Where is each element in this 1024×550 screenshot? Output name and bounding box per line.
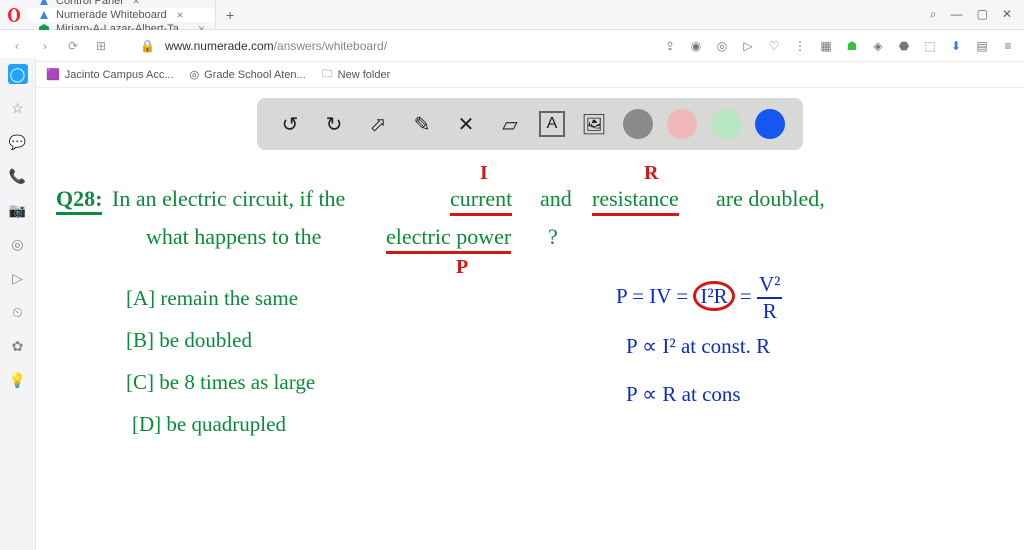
tool-pointer[interactable]: ⬀ (363, 109, 393, 139)
bookmark-icon: 🟪 (46, 68, 60, 81)
share-icon[interactable]: ⇪ (662, 39, 678, 53)
option-b: [B] be doubled (126, 328, 252, 353)
bookmark-label: New folder (338, 69, 391, 81)
cube-icon[interactable]: ⬚ (922, 39, 938, 53)
maximize-button[interactable]: ▢ (977, 7, 988, 22)
q-text-1a: In an electric circuit, if the (112, 186, 345, 212)
q-current: current (450, 186, 512, 216)
bookmark-icon: ◎ (190, 68, 200, 81)
tab-favicon (38, 0, 50, 7)
q-power: electric power (386, 224, 511, 254)
grid-icon[interactable]: ▦ (818, 39, 834, 53)
cast-icon[interactable]: ◈ (870, 39, 886, 53)
q-and: and (540, 186, 572, 212)
whiteboard-canvas[interactable]: Q28: In an electric circuit, if the curr… (36, 156, 1024, 550)
tab-0[interactable]: Control Panel × (28, 0, 216, 8)
nav-back-button[interactable]: ‹ (8, 39, 26, 53)
ann-r: R (644, 162, 658, 185)
sidebar-icon-1[interactable]: ☆ (8, 98, 28, 118)
question-number: Q28: (56, 186, 102, 215)
speed-dial-icon[interactable]: ⊞ (92, 39, 110, 53)
sidebar-icon-5[interactable]: ◎ (8, 234, 28, 254)
nav-forward-button[interactable]: › (36, 39, 54, 53)
option-a: [A] remain the same (126, 286, 298, 311)
left-sidebar: ◯ ☆ 💬 📞 📷 ◎ ▷ ⏲ ✿ 💡 (0, 58, 36, 550)
option-c: [C] be 8 times as large (126, 370, 315, 395)
q-text-2a: what happens to the (146, 224, 321, 250)
tab-title: Numerade Whiteboard (56, 9, 167, 21)
ann-i: I (480, 162, 488, 185)
sidebar-icon-3[interactable]: 📞 (8, 166, 28, 186)
tab-title: Control Panel (56, 0, 123, 7)
tool-redo[interactable]: ↻ (319, 109, 349, 139)
menu-icon[interactable]: ≡ (1000, 39, 1016, 53)
bookmark-label: Jacinto Campus Acc... (65, 69, 174, 81)
bookmark-1[interactable]: ◎ Grade School Aten... (190, 68, 306, 81)
tool-undo[interactable]: ↺ (275, 109, 305, 139)
reload-button[interactable]: ⟳ (64, 39, 82, 53)
tab-close-icon[interactable]: × (133, 0, 140, 8)
tab-close-icon[interactable]: × (177, 8, 184, 22)
sidebar-icon-8[interactable]: ✿ (8, 336, 28, 356)
lock-icon[interactable]: 🔒 (140, 39, 155, 53)
bookmark-0[interactable]: 🟪 Jacinto Campus Acc... (46, 68, 174, 81)
page-content: ↺ ↻ ⬀ ✎ ✕ ▱ A 🖼 Q28: In an electric circuit, if… (36, 88, 1024, 550)
shield-icon[interactable]: ◎ (714, 39, 730, 53)
tool-eraser[interactable]: ▱ (495, 109, 525, 139)
browser-menu-icon[interactable] (0, 7, 28, 23)
tab-1[interactable]: Numerade Whiteboard × (28, 8, 216, 22)
search-icon[interactable]: ⌕ (930, 7, 937, 22)
titlebar: Control Panel×Numerade Whiteboard×Miriam… (0, 0, 1024, 30)
sidebar-icon-2[interactable]: 💬 (8, 132, 28, 152)
bookmarks-bar: 🟪 Jacinto Campus Acc... ◎ Grade School Aten… (0, 62, 1024, 88)
color-swatch-1[interactable] (667, 109, 697, 139)
bookmark-icon: 🗀 (322, 65, 333, 84)
bookmark-2[interactable]: 🗀 New folder (322, 65, 391, 84)
download-icon[interactable]: ⬇ (948, 39, 964, 53)
settings-icon[interactable]: ▤ (974, 39, 990, 53)
wallet-icon[interactable]: ⬣ (896, 39, 912, 53)
tool-pen[interactable]: ✎ (407, 109, 437, 139)
equation-1: P = IV = I²R = V²R (616, 272, 782, 324)
vpn-icon[interactable]: ☗ (844, 39, 860, 53)
address-bar: ‹ › ⟳ ⊞ 🔒 www.numerade.com/answers/white… (0, 30, 1024, 62)
equation-3: P ∝ R at cons (626, 382, 741, 407)
sidebar-icon-7[interactable]: ⏲ (8, 302, 28, 322)
sidebar-icon-6[interactable]: ▷ (8, 268, 28, 288)
bookmark-label: Grade School Aten... (204, 69, 306, 81)
q-mark: ? (548, 224, 558, 250)
option-d: [D] be quadrupled (132, 412, 286, 437)
heart-icon[interactable]: ♡ (766, 39, 782, 53)
divider: ⋮ (792, 39, 808, 53)
q-text-1e: are doubled, (716, 186, 825, 212)
new-tab-button[interactable]: + (216, 7, 244, 23)
tab-favicon (38, 9, 50, 21)
url-field[interactable]: www.numerade.com/answers/whiteboard/ (165, 39, 652, 53)
camera-icon[interactable]: ◉ (688, 39, 704, 53)
equation-2: P ∝ I² at const. R (626, 334, 770, 359)
minimize-button[interactable]: — (951, 7, 963, 22)
color-swatch-3[interactable] (755, 109, 785, 139)
tool-text[interactable]: A (539, 111, 565, 137)
tool-tools[interactable]: ✕ (451, 109, 481, 139)
color-swatch-2[interactable] (711, 109, 741, 139)
close-window-button[interactable]: ✕ (1002, 7, 1012, 22)
color-swatch-0[interactable] (623, 109, 653, 139)
whiteboard-toolbar: ↺ ↻ ⬀ ✎ ✕ ▱ A 🖼 (257, 98, 803, 150)
sidebar-icon-0[interactable]: ◯ (8, 64, 28, 84)
play-icon[interactable]: ▷ (740, 39, 756, 53)
tool-image[interactable]: 🖼 (579, 109, 609, 139)
q-resistance: resistance (592, 186, 679, 216)
sidebar-icon-9[interactable]: 💡 (8, 370, 28, 390)
sidebar-icon-4[interactable]: 📷 (8, 200, 28, 220)
toolbar-right-icons: ⇪ ◉ ◎ ▷ ♡ ⋮ ▦ ☗ ◈ ⬣ ⬚ ⬇ ▤ ≡ (662, 39, 1016, 53)
ann-p: P (456, 256, 468, 279)
